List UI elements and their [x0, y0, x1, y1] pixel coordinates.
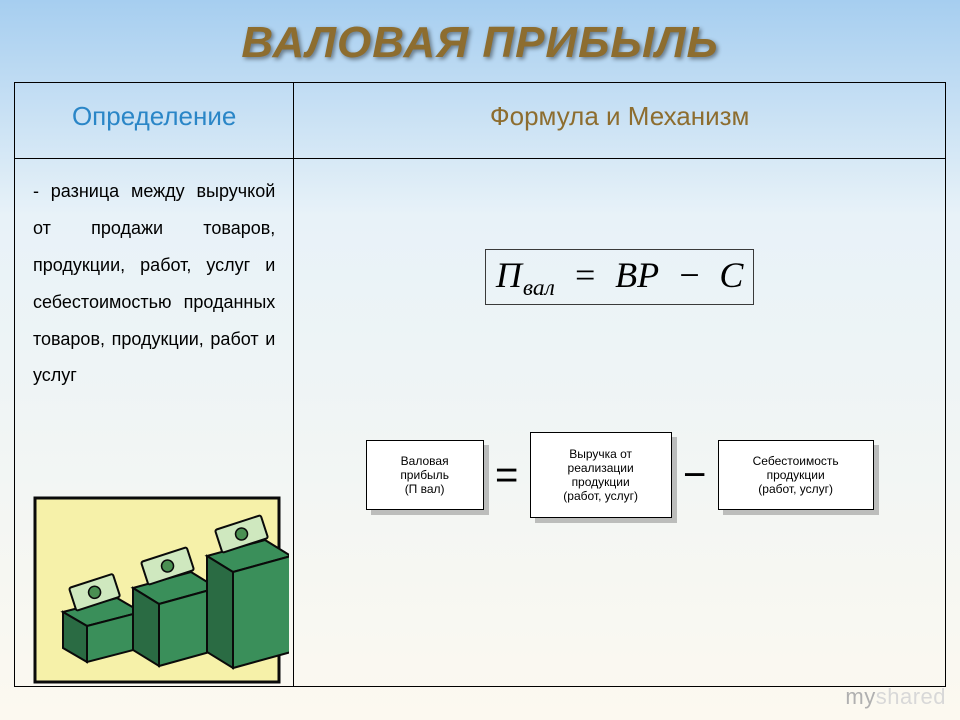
- box-gross-profit: Валоваяприбыль(П вал): [366, 440, 484, 510]
- formula-rhs-b: С: [719, 255, 743, 295]
- page-title: ВАЛОВАЯ ПРИБЫЛЬ: [0, 0, 960, 82]
- formula-box-row: Валоваяприбыль(П вал) = Выручка отреализ…: [294, 432, 945, 518]
- definition-cell: - разница между выручкой от продажи това…: [15, 159, 294, 687]
- header-formula-text: Формула и Механизм: [490, 101, 750, 131]
- formula-expression: Пвал = ВР − С: [485, 249, 754, 305]
- header-definition: Определение: [15, 83, 294, 159]
- formula-lhs-sym: П: [496, 255, 522, 295]
- formula-cell: Пвал = ВР − С Валоваяприбыль(П вал) = Вы…: [294, 159, 946, 687]
- formula-area: Пвал = ВР − С: [294, 249, 945, 305]
- op-minus: −: [680, 453, 710, 498]
- watermark-b: shared: [876, 684, 946, 709]
- definition-text: - разница между выручкой от продажи това…: [33, 173, 275, 394]
- header-definition-text: Определение: [72, 101, 236, 131]
- formula-lhs-sub: вал: [522, 275, 555, 301]
- content-table: Определение Формула и Механизм - разница…: [14, 82, 946, 687]
- header-formula: Формула и Механизм: [294, 83, 946, 159]
- money-stacks-icon: [29, 492, 289, 692]
- box-cost-label: Себестоимостьпродукции(работ, услуг): [718, 440, 874, 510]
- watermark: myshared: [845, 684, 946, 710]
- watermark-a: my: [845, 684, 875, 709]
- box-cost: Себестоимостьпродукции(работ, услуг): [718, 440, 874, 510]
- formula-op: −: [677, 255, 701, 295]
- box-gross-profit-label: Валоваяприбыль(П вал): [366, 440, 484, 510]
- box-revenue-label: Выручка отреализациипродукции(работ, усл…: [530, 432, 672, 518]
- box-revenue: Выручка отреализациипродукции(работ, усл…: [530, 432, 672, 518]
- formula-rhs-a: ВР: [615, 255, 659, 295]
- page-title-text: ВАЛОВАЯ ПРИБЫЛЬ: [241, 18, 718, 67]
- op-equals: =: [492, 453, 522, 498]
